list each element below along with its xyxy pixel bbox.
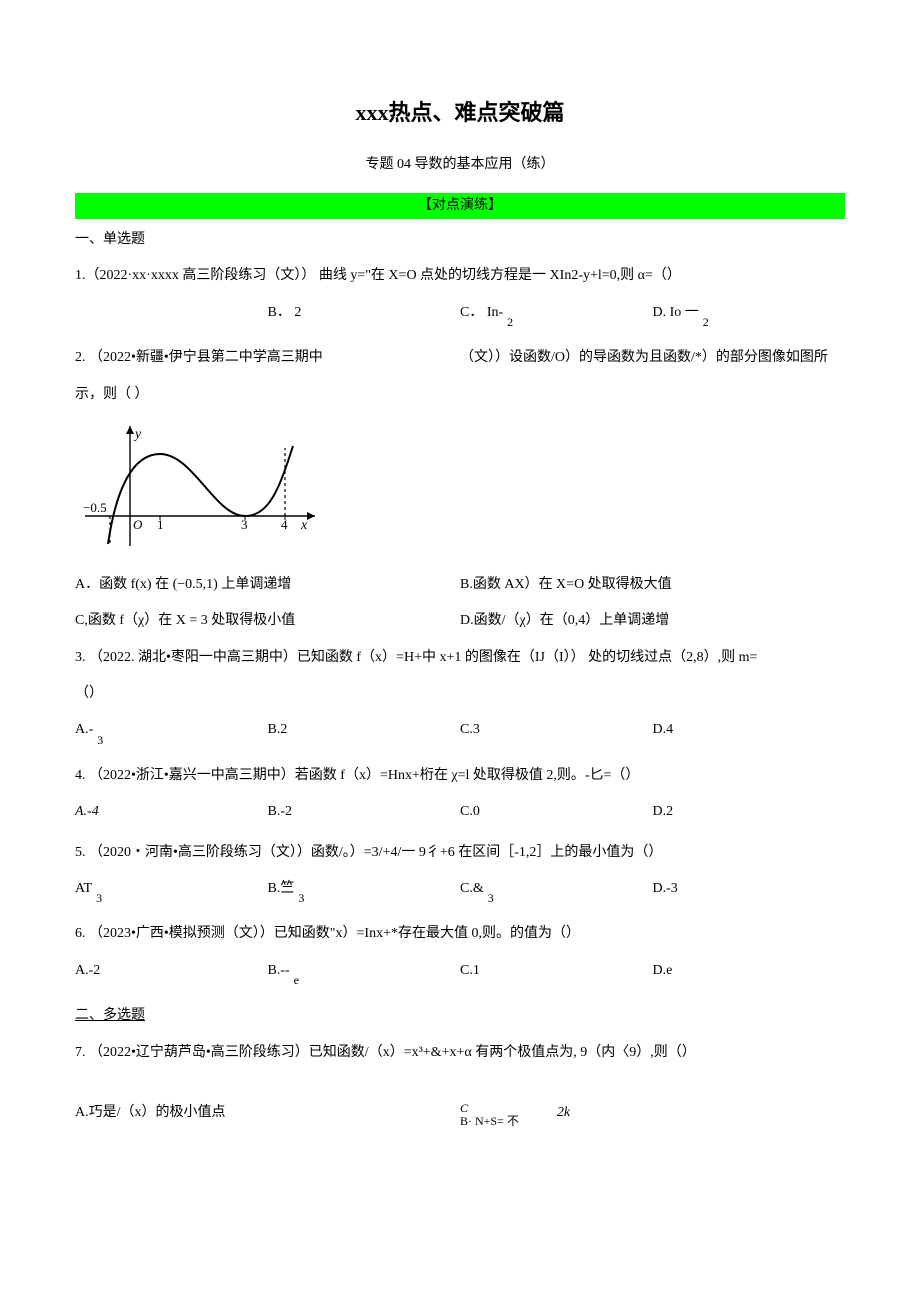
q1-b-label: B． 2: [268, 302, 302, 329]
q2-options-row1: A．函数 f(x) 在 (−0.5,1) 上单调递增 B.函数 AX）在 X=O…: [75, 574, 845, 596]
q2-graph: y −0.5 O 1 3 4 x: [75, 416, 325, 556]
q2-opt-b: B.函数 AX）在 X=O 处取得极大值: [460, 574, 845, 596]
q5-a-frac: 3: [96, 878, 102, 905]
q3-opt-b: B.2: [268, 719, 461, 746]
q4-opt-c: C.0: [460, 801, 653, 823]
q5-a-label: AT: [75, 878, 92, 905]
q1-opt-a: [75, 302, 268, 329]
q5-d-label: D.-3: [653, 878, 678, 905]
q5-b-label: B.竺: [268, 878, 295, 905]
q2-opt-c: C,函数 f（χ）在 X = 3 处取得极小值: [75, 610, 460, 632]
q7-b-k: 2k: [557, 1102, 570, 1124]
q1-opt-b: B． 2: [268, 302, 461, 329]
q6-a-label: A.-2: [75, 960, 100, 987]
q5-stem: 5. （2020・河南•高三阶段练习（文））函数/。）=3/+4/一 9彳+6 …: [75, 842, 845, 864]
q6-b-label: B.--: [268, 960, 290, 987]
q3-opt-c: C.3: [460, 719, 653, 746]
q4-stem: 4. （2022•浙江•嘉兴一中高三期中）若函数 f（x）=Hnx+桁在 χ=l…: [75, 765, 845, 787]
q7-b-stack: C B· N+S= 不: [460, 1102, 519, 1128]
q7-opt-b: C B· N+S= 不 2k: [460, 1102, 845, 1128]
q5-a-den: 3: [96, 891, 102, 905]
page-title: xxx热点、难点突破篇: [75, 95, 845, 130]
q4-d-label: D.2: [653, 801, 674, 823]
q2-stem-row2: 示，则（ ）: [75, 384, 845, 406]
q1-stem: 1.（2022·xx·xxxx 高三阶段练习（文）） 曲线 y="在 X=O 点…: [75, 265, 845, 287]
q2-options-row2: C,函数 f（χ）在 X = 3 处取得极小值 D.函数/（χ）在（0,4）上单…: [75, 610, 845, 632]
q5-b-frac: 3: [298, 878, 304, 905]
q4-b-label: B.-2: [268, 801, 293, 823]
q5-opt-a: AT 3: [75, 878, 268, 905]
section-banner: 【对点演练】: [75, 193, 845, 219]
q6-opt-a: A.-2: [75, 960, 268, 987]
q3-a-label: A.-: [75, 719, 93, 746]
q7-options-row1: A.巧是/（x）的极小值点 C B· N+S= 不 2k: [75, 1102, 845, 1128]
q4-opt-d: D.2: [653, 801, 846, 823]
q1-d-den: 2: [703, 315, 709, 329]
q2-stem-left: 2. （2022•新疆•伊宁县第二中学高三期中: [75, 347, 460, 369]
q2-opt-d: D.函数/（χ）在（0,4）上单调递增: [460, 610, 845, 632]
q7-opt-a: A.巧是/（x）的极小值点: [75, 1102, 460, 1128]
q4-a-label: A.-4: [75, 801, 99, 823]
q5-c-frac: 3: [488, 878, 494, 905]
q1-c-den: 2: [507, 315, 513, 329]
q6-options: A.-2 B.-- e C.1 D.e: [75, 960, 845, 987]
q3-b-label: B.2: [268, 719, 288, 746]
q3-opt-d: D.4: [653, 719, 846, 746]
q3-options: A.- 3 B.2 C.3 D.4: [75, 719, 845, 746]
section-multi-choice: 二、多选题: [75, 1005, 845, 1027]
q3-stem: 3. （2022. 湖北•枣阳一中高三期中）已知函数 f（x）=H+中 x+1 …: [75, 647, 845, 669]
graph-3-label: 3: [241, 517, 248, 532]
q6-opt-b: B.-- e: [268, 960, 461, 987]
q5-c-label: C.&: [460, 878, 484, 905]
q1-c-label: C． In-: [460, 302, 503, 329]
q3-a-den: 3: [97, 733, 103, 747]
q4-c-label: C.0: [460, 801, 480, 823]
q7-stem: 7. （2022•辽宁葫芦岛•高三阶段练习）已知函数/（x）=x³+&+x+α …: [75, 1042, 845, 1064]
q1-d-label: D. Io 一: [653, 302, 699, 329]
q5-opt-c: C.& 3: [460, 878, 653, 905]
q4-opt-b: B.-2: [268, 801, 461, 823]
page-subtitle: 专题 04 导数的基本应用（练）: [75, 154, 845, 176]
q2-opt-a: A．函数 f(x) 在 (−0.5,1) 上单调递增: [75, 574, 460, 596]
q5-opt-d: D.-3: [653, 878, 846, 905]
graph-o-label: O: [133, 517, 143, 532]
q4-options: A.-4 B.-2 C.0 D.2: [75, 801, 845, 823]
q3-a-frac: 3: [97, 719, 103, 746]
q4-opt-a: A.-4: [75, 801, 268, 823]
q6-opt-d: D.e: [653, 960, 846, 987]
q5-opt-b: B.竺 3: [268, 878, 461, 905]
q1-d-frac: 2: [703, 302, 709, 329]
graph-neg-label: −0.5: [83, 500, 107, 515]
q2-stem-right: （文））设函数/O）的导函数为且函数/*）的部分图像如图所: [460, 347, 845, 369]
q3-d-label: D.4: [653, 719, 674, 746]
q3-c-label: C.3: [460, 719, 480, 746]
q5-c-den: 3: [488, 891, 494, 905]
q5-b-den: 3: [298, 891, 304, 905]
q3-stem2: （）: [75, 683, 845, 705]
q1-c-frac: 2: [507, 302, 513, 329]
q3-opt-a: A.- 3: [75, 719, 268, 746]
q6-stem: 6. （2023•广西•模拟预测（文））已知函数"x）=Inx+*存在最大值 0…: [75, 923, 845, 945]
graph-x-label: x: [300, 518, 308, 533]
q6-b-den: e: [294, 973, 299, 987]
q6-b-frac: e: [294, 960, 299, 987]
q2-stem-row1: 2. （2022•新疆•伊宁县第二中学高三期中 （文））设函数/O）的导函数为且…: [75, 347, 845, 369]
q1-options: B． 2 C． In- 2 D. Io 一 2: [75, 302, 845, 329]
graph-y-label: y: [133, 427, 142, 442]
q6-d-label: D.e: [653, 960, 673, 987]
q5-options: AT 3 B.竺 3 C.& 3 D.-3: [75, 878, 845, 905]
q1-opt-c: C． In- 2: [460, 302, 653, 329]
q6-opt-c: C.1: [460, 960, 653, 987]
q1-opt-d: D. Io 一 2: [653, 302, 846, 329]
section-single-choice: 一、单选题: [75, 229, 845, 251]
q6-c-label: C.1: [460, 960, 480, 987]
q7-b-main: B· N+S= 不: [460, 1115, 519, 1128]
